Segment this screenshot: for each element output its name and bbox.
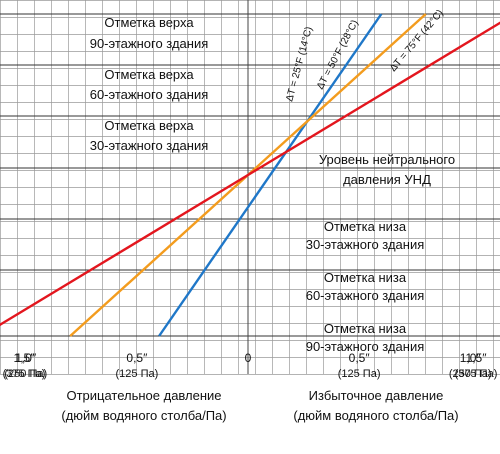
grid [0, 0, 500, 375]
x-tick-labels: 1,5″ (375 Па) 1,0″ (250 Па) 0,5″ (125 Па) 0 0,5… [3, 351, 498, 380]
xlabel-negative-line2: (дюйм водяного столба/Па) [61, 408, 226, 423]
annotation-bot30-line2: 30-этажного здания [306, 237, 425, 252]
x-tick-label-6: 1,5″ [466, 351, 488, 365]
annotation-top90-line2: 90-этажного здания [90, 36, 209, 51]
x-tick-label-1: 1,0″ [15, 351, 37, 365]
annotation-npl-line2: давления УНД [343, 172, 431, 187]
xlabel-positive-line2: (дюйм водяного столба/Па) [293, 408, 458, 423]
x-tick-sublabel-0: (375 Па) [3, 368, 46, 380]
xlabel-positive-line1: Избыточное давление [309, 388, 444, 403]
annotation-top90-line1: Отметка верха [104, 15, 194, 30]
series-label-25: ΔT = 25°F (14°C) [284, 26, 315, 103]
annotation-bot60-line1: Отметка низа [324, 270, 407, 285]
x-tick-sublabel-6: (375 Па) [455, 368, 498, 380]
x-tick-sublabel-4: (125 Па) [338, 368, 381, 380]
x-tick-sublabel-2: (125 Па) [116, 368, 159, 380]
x-tick-sublabel-5: (250 Па) [449, 368, 492, 380]
annotation-npl-line1: Уровень нейтрального [319, 152, 455, 167]
annotation-bot60-line2: 60-этажного здания [306, 288, 425, 303]
annotation-bot90-line1: Отметка низа [324, 321, 407, 336]
x-tick-label-3: 0 [245, 351, 252, 365]
series-line-2 [0, 21, 500, 327]
annotation-top30-line1: Отметка верха [104, 118, 194, 133]
series-lines [0, 13, 500, 337]
annotation-top60-line1: Отметка верха [104, 67, 194, 82]
x-tick-label-4: 0,5″ [349, 351, 371, 365]
annotation-bot90-line2: 90-этажного здания [306, 339, 425, 354]
annotation-top30-line2: 30-этажного здания [90, 138, 209, 153]
series-line-0 [158, 13, 383, 337]
x-tick-label-2: 0,5″ [126, 351, 148, 365]
x-tick-label-0: 1,5″ [14, 351, 36, 365]
xlabel-negative-line1: Отрицательное давление [66, 388, 221, 403]
annotation-bot30-line1: Отметка низа [324, 219, 407, 234]
building-level-lines [0, 0, 500, 374]
x-tick-label-5: 1,0″ [460, 351, 482, 365]
x-tick-sublabel-1: (250 Па) [4, 368, 47, 380]
annotation-top60-line2: 60-этажного здания [90, 87, 209, 102]
